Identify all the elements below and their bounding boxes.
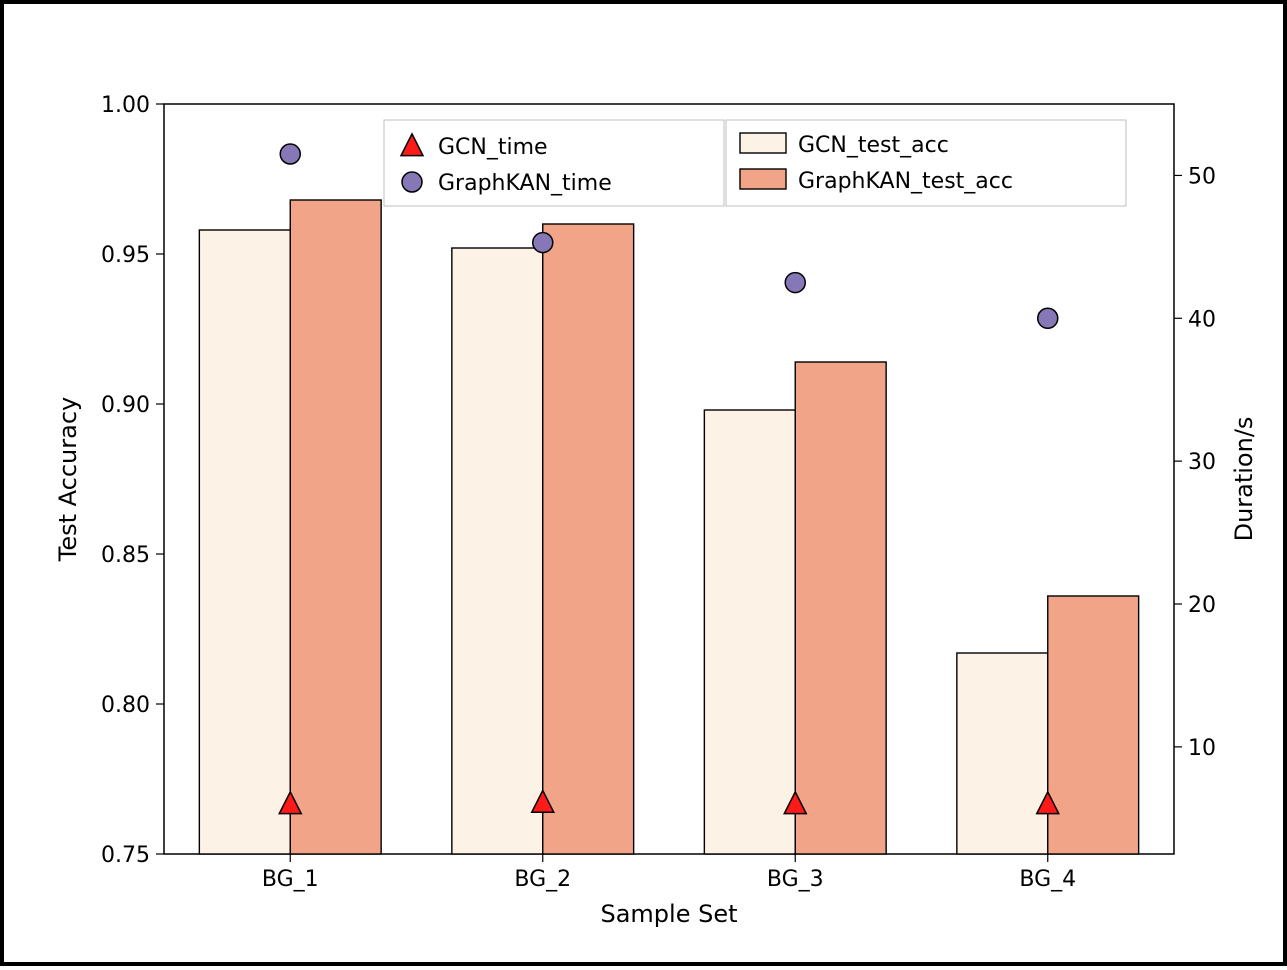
bar-gcn [199,230,290,854]
bar-graphkan [290,200,381,854]
yleft-tick-label: 1.00 [101,93,150,118]
x-tick-label: BG_1 [262,867,319,892]
yright-tick-label: 10 [1188,736,1216,761]
yright-tick-label: 30 [1188,450,1216,475]
yright-tick-label: 20 [1188,593,1216,618]
legend-marker-circle-icon [402,172,422,192]
legend-label: GraphKAN_test_acc [798,169,1013,194]
x-tick-label: BG_3 [767,867,824,892]
yleft-tick-label: 0.85 [101,543,150,568]
marker-graphkan-time [533,233,553,253]
yleft-axis-label: Test Accuracy [54,397,82,562]
marker-graphkan-time [280,144,300,164]
x-tick-label: BG_2 [514,867,571,892]
legend-swatch-icon [740,133,786,153]
legend-swatch-icon [740,169,786,189]
legend-label: GraphKAN_time [438,171,612,196]
bar-graphkan [1048,596,1139,854]
marker-graphkan-time [785,273,805,293]
bar-gcn [957,653,1048,854]
yright-tick-label: 50 [1188,164,1216,189]
legend-label: GCN_time [438,135,548,160]
yright-tick-label: 40 [1188,307,1216,332]
yleft-tick-label: 0.80 [101,693,150,718]
marker-graphkan-time [1038,308,1058,328]
x-axis-label: Sample Set [600,900,737,928]
yleft-tick-label: 0.75 [101,843,150,868]
yleft-tick-label: 0.95 [101,243,150,268]
chart-frame: 0.75 0.80 0.85 0.90 0.95 1.00 Test Accuracy 10 2… [0,0,1287,966]
bar-gcn [452,248,543,854]
legend-label: GCN_test_acc [798,133,949,158]
x-tick-label: BG_4 [1019,867,1076,892]
bar-graphkan [795,362,886,854]
yright-axis-label: Duration/s [1230,417,1258,542]
chart-svg: 0.75 0.80 0.85 0.90 0.95 1.00 Test Accuracy 10 2… [4,4,1287,970]
bar-graphkan [543,224,634,854]
yleft-tick-label: 0.90 [101,393,150,418]
bar-gcn [704,410,795,854]
